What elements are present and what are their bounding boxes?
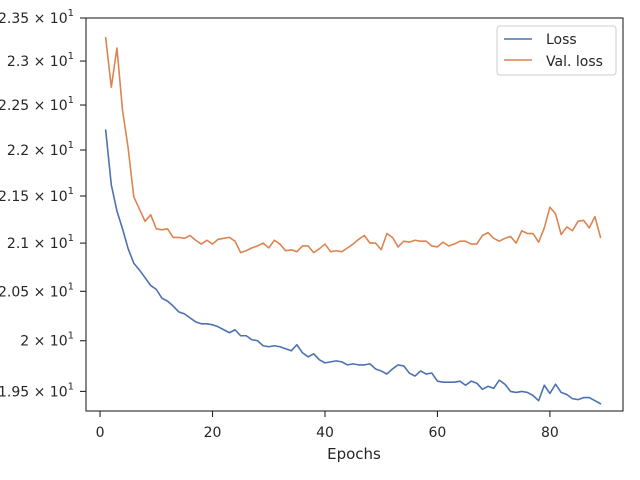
- y-tick-label: 2.3 × 101: [7, 51, 74, 70]
- y-tick-label: 1.95 × 101: [0, 381, 74, 400]
- x-tick-label: 0: [96, 425, 105, 441]
- y-tick-label: 2.2 × 101: [7, 140, 74, 159]
- x-axis: 0 20 40 60 80: [96, 411, 559, 441]
- y-tick-label: 2.15 × 101: [0, 186, 74, 205]
- series-line-val-loss: [104, 36, 602, 254]
- x-axis-label: Epochs: [327, 445, 381, 463]
- y-tick-label: 2 × 101: [20, 331, 74, 350]
- y-axis: 1.95 × 101 2 × 101 2.05 × 101 2.1 × 101 2.15…: [0, 8, 86, 400]
- y-tick-label: 2.05 × 101: [0, 281, 74, 300]
- x-tick-label: 80: [541, 425, 559, 441]
- legend-label-val-loss: Val. loss: [546, 54, 603, 70]
- y-tick-label: 2.35 × 101: [0, 8, 74, 27]
- x-tick-label: 60: [429, 425, 447, 441]
- x-tick-label: 40: [316, 425, 334, 441]
- legend: Loss Val. loss: [496, 25, 617, 76]
- series-line-loss: [104, 129, 602, 405]
- y-tick-label: 2.25 × 101: [0, 95, 74, 114]
- y-tick-label: 2.1 × 101: [7, 233, 74, 252]
- plot-area-frame: [85, 17, 624, 412]
- plot-lines: [104, 36, 602, 405]
- x-tick-label: 20: [204, 425, 222, 441]
- legend-label-loss: Loss: [546, 32, 577, 48]
